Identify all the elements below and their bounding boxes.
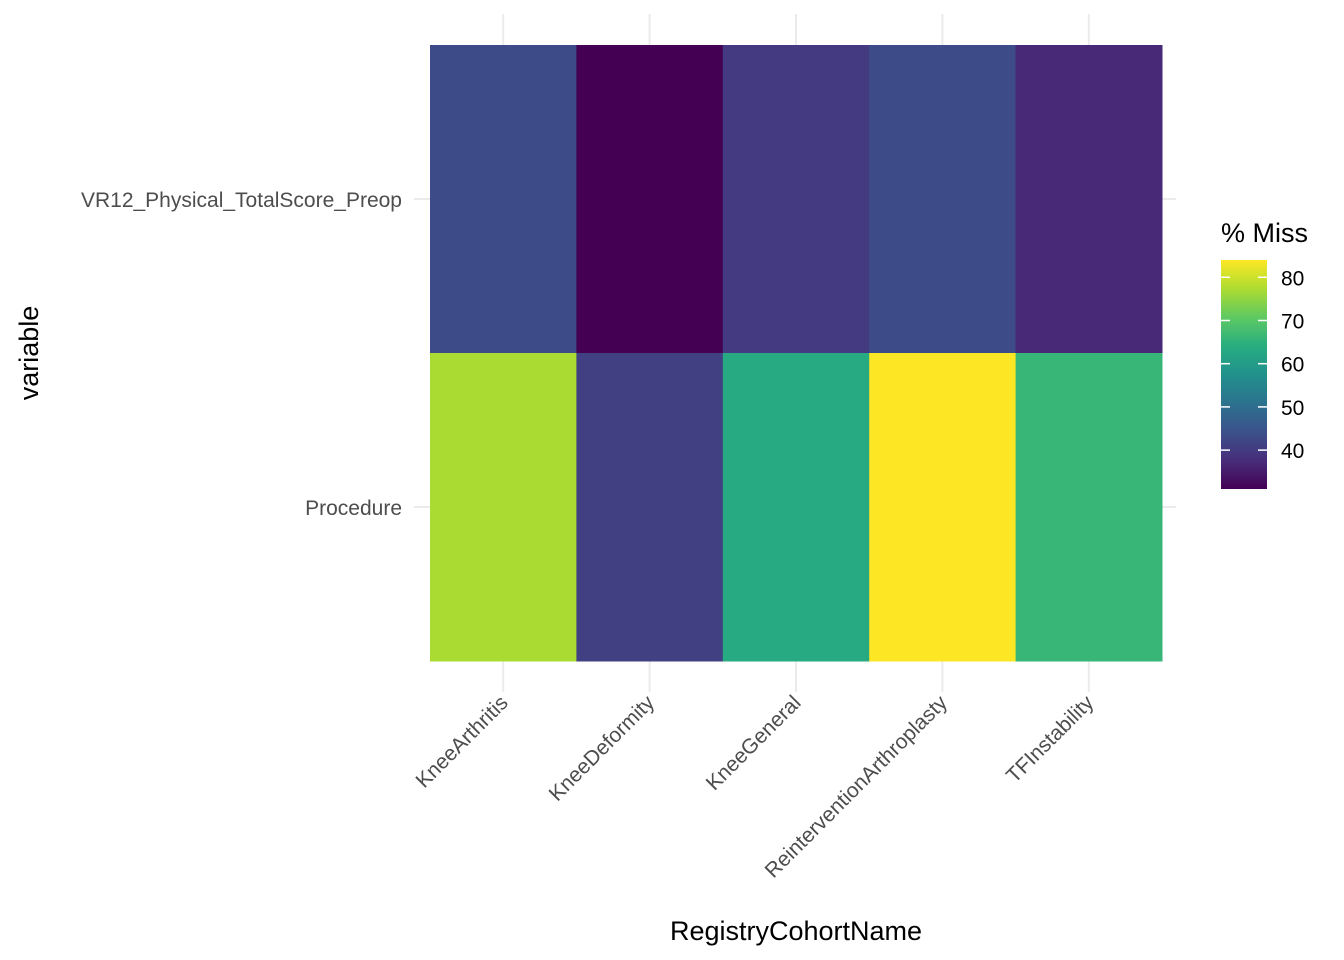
colorbar-tick-label: 50: [1281, 397, 1304, 420]
legend-title: % Miss: [1221, 218, 1308, 248]
colorbar-tick-label: 40: [1281, 440, 1304, 463]
heatmap-cell: [576, 45, 724, 354]
x-axis-title: RegistryCohortName: [670, 916, 922, 946]
colorbar-tick-label: 60: [1281, 354, 1304, 377]
y-axis-title: variable: [14, 306, 44, 401]
heatmap-cell: [1015, 45, 1163, 354]
heatmap-cell: [430, 45, 577, 354]
x-tick-labels: KneeArthritis KneeDeformity KneeGeneralRei…: [411, 691, 1098, 883]
colorbar-ticks: 40 50 60 70 80: [1221, 267, 1304, 463]
heatmap-cell: [1015, 353, 1163, 662]
heatmap-cell: [722, 353, 870, 662]
colorbar: [1221, 260, 1267, 489]
color-legend: % Miss 40 50 60 70 80: [1221, 218, 1308, 489]
colorbar-tick-label: 80: [1281, 267, 1304, 290]
x-tick-label: KneeGeneral: [702, 691, 806, 795]
heatmap-cell: [430, 353, 577, 662]
heatmap-cell: [869, 45, 1017, 354]
y-tick-label: VR12_Physical_TotalScore_Preop: [81, 189, 402, 212]
x-tick-label: KneeDeformity: [545, 691, 660, 806]
y-tick-label: Procedure: [305, 497, 402, 520]
colorbar-tick-label: 70: [1281, 310, 1304, 333]
y-tick-labels: VR12_Physical_TotalScore_Preop Procedure: [81, 189, 402, 520]
heatmap-cell: [722, 45, 870, 354]
heatmap-cell: [869, 353, 1017, 662]
x-tick-label: TFInstability: [1002, 691, 1099, 788]
heatmap-cell: [576, 353, 724, 662]
x-tick-label: KneeArthritis: [411, 691, 512, 792]
heatmap-cells: [430, 45, 1163, 662]
